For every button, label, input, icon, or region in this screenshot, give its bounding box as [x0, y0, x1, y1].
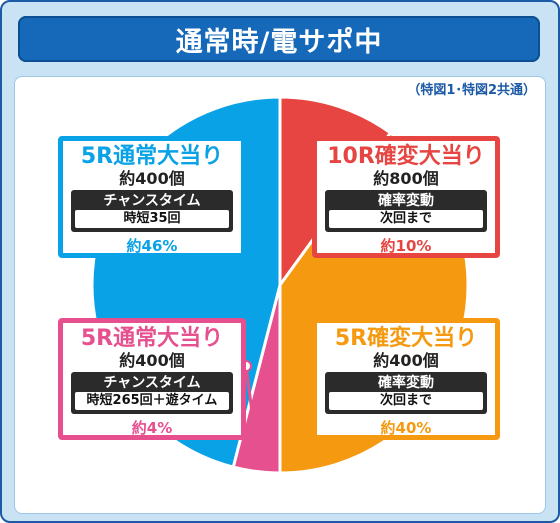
bonus-detail: 時短35回 — [75, 210, 229, 228]
slice-label: 5R確変大当り — [334, 326, 478, 351]
slice-percent: 約4% — [131, 419, 173, 437]
slice-payout: 約400個 — [119, 351, 185, 370]
slice-card-10r-kakuhen: 10R確変大当り 約800個 確率変動 次回まで 約10% — [312, 136, 500, 258]
slice-percent: 約10% — [380, 237, 432, 255]
chart-title: 通常時/電サポ中 — [18, 16, 540, 62]
bonus-label: チャンスタイム — [103, 193, 201, 209]
slice-payout: 約800個 — [373, 169, 439, 188]
slice-percent: 約46% — [126, 237, 178, 255]
bonus-label: 確率変動 — [378, 375, 434, 391]
bonus-label: 確率変動 — [378, 193, 434, 209]
slice-payout: 約400個 — [119, 169, 185, 188]
pink-slice-connector — [244, 365, 260, 459]
slice-card-5r-kakuhen: 5R確変大当り 約400個 確率変動 次回まで 約40% — [312, 318, 500, 440]
bonus-box: 確率変動 次回まで — [325, 372, 487, 414]
bonus-box: チャンスタイム 時短35回 — [71, 190, 233, 232]
bonus-detail: 次回まで — [329, 210, 483, 228]
bonus-detail: 次回まで — [329, 392, 483, 410]
pattern-note: （特図1･特図2共通） — [407, 83, 536, 98]
slice-payout: 約400個 — [373, 351, 439, 370]
slice-percent: 約40% — [380, 419, 432, 437]
bonus-box: 確率変動 次回まで — [325, 190, 487, 232]
slice-label: 10R確変大当り — [327, 144, 485, 169]
slice-label: 5R通常大当り — [80, 326, 224, 351]
bonus-box: チャンスタイム 時短265回＋遊タイム — [71, 372, 233, 414]
slice-label: 5R通常大当り — [80, 144, 224, 169]
bonus-detail: 時短265回＋遊タイム — [75, 392, 229, 410]
bonus-label: チャンスタイム — [103, 375, 201, 391]
slice-card-5r-normal-35: 5R通常大当り 約400個 チャンスタイム 時短35回 約46% — [58, 136, 246, 258]
slice-card-5r-normal-265: 5R通常大当り 約400個 チャンスタイム 時短265回＋遊タイム 約4% — [58, 318, 246, 440]
